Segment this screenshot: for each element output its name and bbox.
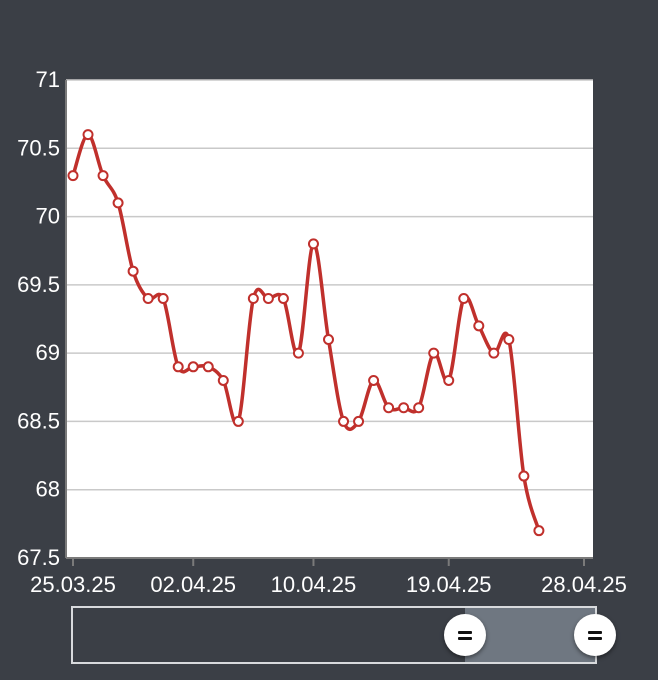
y-axis-ticks: 71 70.5 70 69.5 69 68.5 68 67.5	[17, 67, 60, 570]
x-axis-ticks: 25.03.25 02.04.25 10.04.25 19.04.25 28.04.25	[30, 558, 627, 597]
y-tick-label: 70	[36, 204, 60, 229]
range-slider[interactable]	[71, 606, 616, 664]
data-point	[202, 361, 214, 373]
data-point	[413, 402, 425, 414]
range-start-handle[interactable]	[443, 614, 486, 656]
axes	[65, 80, 593, 559]
data-point	[172, 361, 184, 373]
range-selected-area[interactable]	[464, 608, 595, 662]
data-point	[488, 347, 500, 359]
data-point	[82, 129, 94, 141]
data-point	[277, 293, 289, 305]
data-point	[368, 374, 380, 386]
series	[67, 129, 545, 537]
data-point	[247, 293, 259, 305]
data-point	[187, 361, 199, 373]
x-tick-label: 28.04.25	[541, 572, 627, 597]
data-point	[142, 293, 154, 305]
data-point	[232, 415, 244, 427]
data-point	[112, 197, 124, 209]
grip-icon	[588, 628, 602, 643]
data-point	[338, 415, 350, 427]
y-tick-label: 70.5	[17, 135, 60, 160]
data-point	[97, 170, 109, 182]
data-point	[157, 293, 169, 305]
range-end-handle[interactable]	[574, 614, 616, 656]
x-tick-label: 02.04.25	[150, 572, 236, 597]
x-tick-label: 10.04.25	[271, 572, 357, 597]
y-tick-label: 71	[36, 67, 60, 92]
data-point	[443, 374, 455, 386]
data-point	[307, 238, 319, 250]
data-point	[127, 265, 139, 277]
y-tick-label: 69	[36, 340, 60, 365]
y-tick-label: 68	[36, 477, 60, 502]
data-point	[292, 347, 304, 359]
data-point	[458, 293, 470, 305]
data-point	[473, 320, 485, 332]
plot-area	[66, 80, 593, 558]
y-tick-label: 68.5	[17, 408, 60, 433]
line-chart: 71 70.5 70 69.5 69 68.5 68 67.5 25.03.25 02.04.2…	[17, 67, 627, 597]
data-point	[503, 333, 515, 345]
x-tick-label: 25.03.25	[30, 572, 116, 597]
data-point	[262, 293, 274, 305]
data-point	[533, 525, 545, 537]
data-point	[67, 170, 79, 182]
x-tick-label: 19.04.25	[406, 572, 492, 597]
data-point	[518, 470, 530, 482]
data-point	[383, 402, 395, 414]
data-point	[323, 333, 334, 345]
y-tick-label: 69.5	[17, 272, 60, 297]
data-point	[428, 347, 440, 359]
grip-icon	[457, 628, 472, 643]
y-tick-label: 67.5	[17, 545, 60, 570]
data-point	[398, 402, 410, 414]
data-point	[217, 374, 229, 386]
data-point	[353, 415, 365, 427]
